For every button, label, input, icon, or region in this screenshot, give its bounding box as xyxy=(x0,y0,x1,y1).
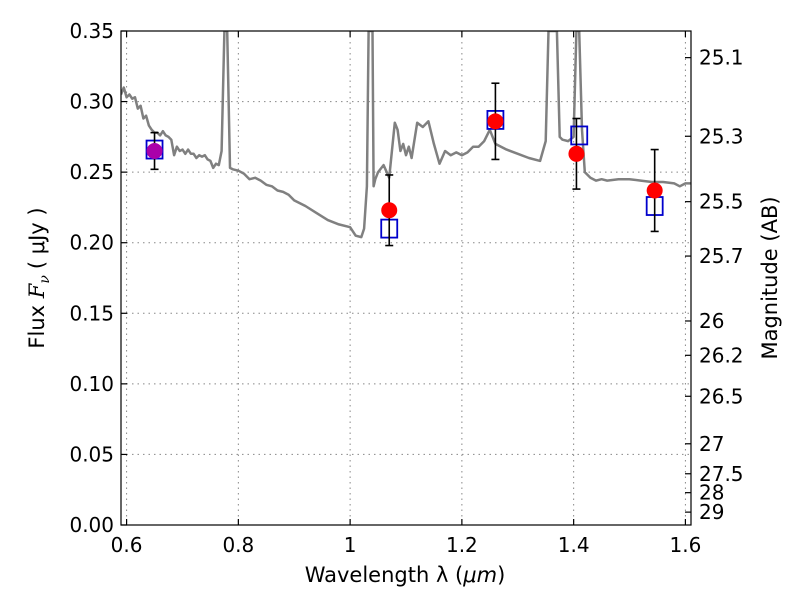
right-tick-label: 27.5 xyxy=(699,462,744,486)
spectrum-line xyxy=(121,31,691,239)
x-tick-label: 1.6 xyxy=(670,533,702,557)
right-tick-label: 29 xyxy=(699,500,724,524)
y-axis-label-right: Magnitude (AB) xyxy=(758,196,782,359)
observed-flux-point xyxy=(381,202,398,219)
right-tick-label: 25.7 xyxy=(699,244,744,268)
x-tick-label: 0.8 xyxy=(222,533,254,557)
y-tick-label: 0.00 xyxy=(69,513,114,537)
x-tick-label: 1.4 xyxy=(558,533,590,557)
x-axis-label: Wavelength λ (μm) xyxy=(305,563,506,587)
right-tick-label: 27 xyxy=(699,432,724,456)
y-tick-label: 0.05 xyxy=(69,442,114,466)
y-tick-label: 0.15 xyxy=(69,301,114,325)
y-tick-label: 0.25 xyxy=(69,160,114,184)
observed-point-group xyxy=(568,117,585,190)
right-tick-label: 28 xyxy=(699,481,724,505)
y-tick-label: 0.10 xyxy=(69,372,114,396)
observed-flux-point xyxy=(146,142,163,159)
observed-point-group xyxy=(146,131,163,171)
right-tick-label: 25.5 xyxy=(699,190,744,214)
axes: 0.6 0.8 1 1.2 1.4 1.6 0.00 0.05 0.10 0.15 0.20 0.25… xyxy=(69,19,743,557)
right-tick-label: 25.3 xyxy=(699,124,744,148)
x-tick-label: 0.6 xyxy=(111,533,143,557)
right-tick-label: 25.1 xyxy=(699,46,744,70)
observed-point-group xyxy=(646,148,663,233)
observed-flux-point xyxy=(646,182,663,199)
y-axis-label-left: Flux Fν( μJy ) xyxy=(25,207,53,348)
x-tick-label: 1 xyxy=(344,533,357,557)
observed-flux-point xyxy=(568,145,585,162)
observed-flux-point xyxy=(487,113,504,130)
x-tick-label: 1.2 xyxy=(446,533,478,557)
y-tick-label: 0.35 xyxy=(69,19,114,43)
y-tick-label: 0.20 xyxy=(69,231,114,255)
model-flux-square xyxy=(570,125,589,146)
right-tick-label: 26.5 xyxy=(699,384,744,408)
observed-point-group xyxy=(487,82,504,161)
model-spectrum xyxy=(121,31,691,239)
photometry-points xyxy=(145,82,664,247)
y-tick-label: 0.30 xyxy=(69,90,114,114)
right-tick-label: 26 xyxy=(699,309,724,333)
observed-point-group xyxy=(381,174,398,247)
plot-frame xyxy=(120,30,692,526)
right-tick-label: 26.2 xyxy=(699,343,744,367)
